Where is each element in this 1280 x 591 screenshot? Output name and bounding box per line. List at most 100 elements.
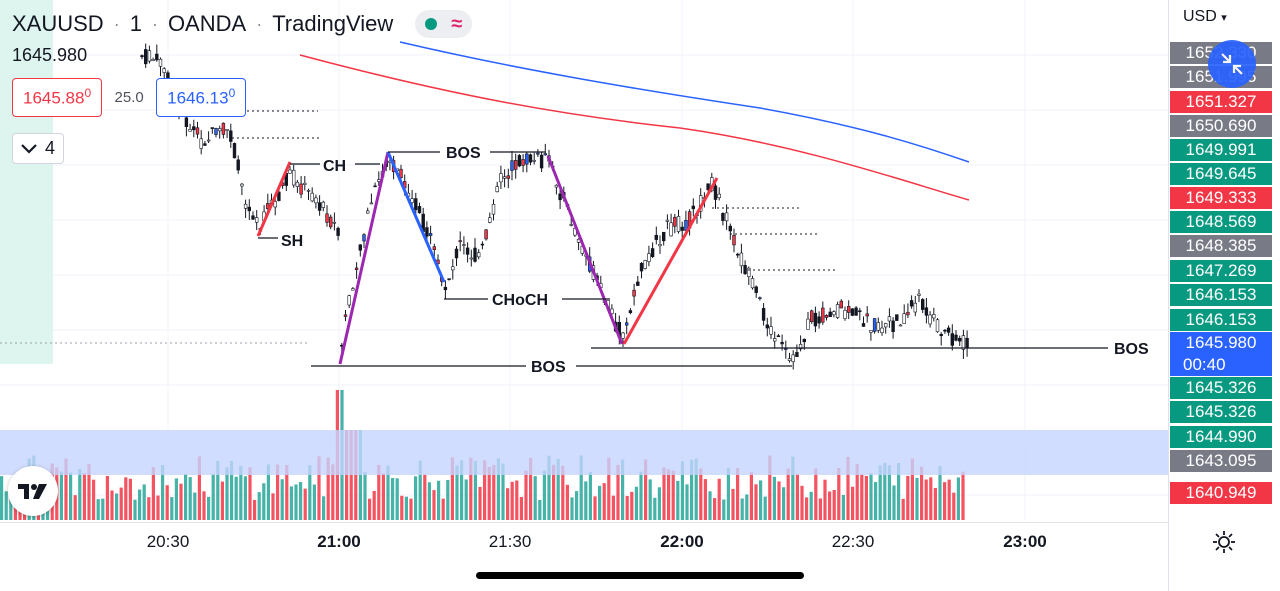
currency-label: USD	[1183, 8, 1217, 25]
candle-body	[543, 153, 548, 156]
candle-body	[950, 333, 955, 346]
tradingview-logo[interactable]	[8, 466, 58, 516]
candle-body	[225, 129, 229, 131]
volume-bar	[133, 499, 137, 520]
candle-body	[636, 281, 640, 286]
volume-bar	[814, 468, 818, 520]
volume-bar	[749, 472, 753, 520]
market-status-pill[interactable]: ≈	[415, 10, 473, 38]
candle-body	[414, 198, 418, 211]
volume-bar	[170, 497, 174, 520]
time-axis[interactable]	[0, 522, 1168, 561]
volume-bar	[883, 462, 887, 520]
price-chart[interactable]: CH SH BOS CHoCH BOS BOS	[0, 0, 1168, 560]
collapse-arrows-button[interactable]	[1208, 40, 1256, 88]
volume-bar	[864, 475, 868, 520]
volume-bar	[207, 496, 211, 520]
separator-dot: ·	[256, 13, 263, 34]
volume-bar	[82, 473, 86, 520]
volume-bar	[253, 499, 257, 520]
current-price-label: 1645.980 00:40	[1170, 332, 1272, 376]
symbol-header[interactable]: XAUUSD · 1 · OANDA · TradingView ≈	[12, 10, 473, 38]
volume-bar	[956, 477, 960, 520]
candle-body	[443, 286, 448, 291]
volume-bar	[657, 487, 661, 520]
volume-bar	[671, 470, 675, 520]
volume-bar	[736, 468, 740, 520]
candle-body	[310, 192, 314, 202]
swing-line	[386, 151, 446, 283]
time-label: 23:00	[1003, 532, 1047, 551]
volume-bar	[901, 498, 905, 520]
buy-button[interactable]: 1646.130	[156, 78, 247, 117]
candle-body	[214, 127, 218, 135]
candle-body	[369, 202, 374, 205]
candle-body	[465, 247, 470, 255]
currency-selector[interactable]: USD ▾	[1183, 8, 1227, 26]
sell-price-sup: 0	[84, 86, 92, 100]
candle-body	[813, 312, 818, 327]
volume-bar	[299, 482, 303, 520]
interval[interactable]: 1	[129, 11, 142, 36]
candle-body	[658, 244, 662, 247]
volume-bar	[230, 460, 234, 520]
price-label: 1645.326	[1170, 377, 1272, 399]
volume-bar	[947, 479, 951, 520]
volume-bar	[184, 473, 188, 520]
volume-bar	[455, 465, 459, 520]
candle-body	[569, 224, 573, 226]
candle-body	[895, 314, 899, 321]
candle-body	[336, 227, 340, 236]
sell-button[interactable]: 1645.880	[12, 78, 103, 117]
price-label: 1640.949	[1170, 482, 1272, 504]
bos-right-label: BOS	[1114, 341, 1149, 358]
volume-bar	[128, 478, 132, 520]
volume-bar	[73, 495, 77, 520]
indicators-collapse-button[interactable]: 4	[12, 133, 65, 164]
volume-bar	[496, 458, 500, 520]
volume-bar	[386, 465, 390, 520]
candle-body	[476, 252, 481, 258]
chart-settings-button[interactable]	[1212, 530, 1236, 559]
candle-body	[743, 265, 747, 274]
candle-body	[247, 206, 251, 212]
volume-bar	[124, 477, 128, 520]
candle-body	[883, 323, 888, 328]
volume-bar	[722, 499, 726, 520]
candle-body	[943, 329, 947, 332]
candle-body	[747, 267, 751, 277]
candle-body	[869, 330, 873, 333]
candle-body	[887, 316, 892, 322]
candle-body	[451, 266, 455, 271]
volume-bar	[897, 462, 901, 520]
buy-price-sup: 0	[228, 86, 236, 100]
candle-body	[802, 338, 807, 343]
candle-body	[795, 352, 799, 357]
volume-bar	[464, 479, 468, 520]
volume-bar	[961, 471, 965, 520]
volume-bar	[915, 477, 919, 520]
volume-bar	[584, 481, 588, 520]
volume-bar	[754, 484, 758, 520]
swing-line	[546, 155, 624, 345]
volume-bar	[478, 486, 482, 520]
volume-bar	[515, 480, 519, 520]
volume-bar	[565, 484, 569, 520]
candle-body	[961, 335, 966, 350]
volume-bar	[777, 481, 781, 520]
volume-bar	[855, 463, 859, 520]
volume-bar	[860, 474, 864, 520]
volume-zone	[0, 430, 1168, 475]
volume-bar	[846, 456, 850, 520]
candle-body	[939, 333, 943, 337]
candle-body	[351, 288, 355, 291]
volume-bar	[828, 491, 832, 520]
volume-bar	[524, 470, 528, 520]
price-label: 1648.385	[1170, 235, 1272, 257]
candle-body	[454, 248, 459, 259]
volume-bar	[823, 479, 827, 520]
symbol-name[interactable]: XAUUSD	[12, 11, 104, 36]
current-price: 1645.980	[1185, 333, 1257, 352]
candle-body	[303, 182, 307, 185]
candle-body	[935, 319, 940, 333]
